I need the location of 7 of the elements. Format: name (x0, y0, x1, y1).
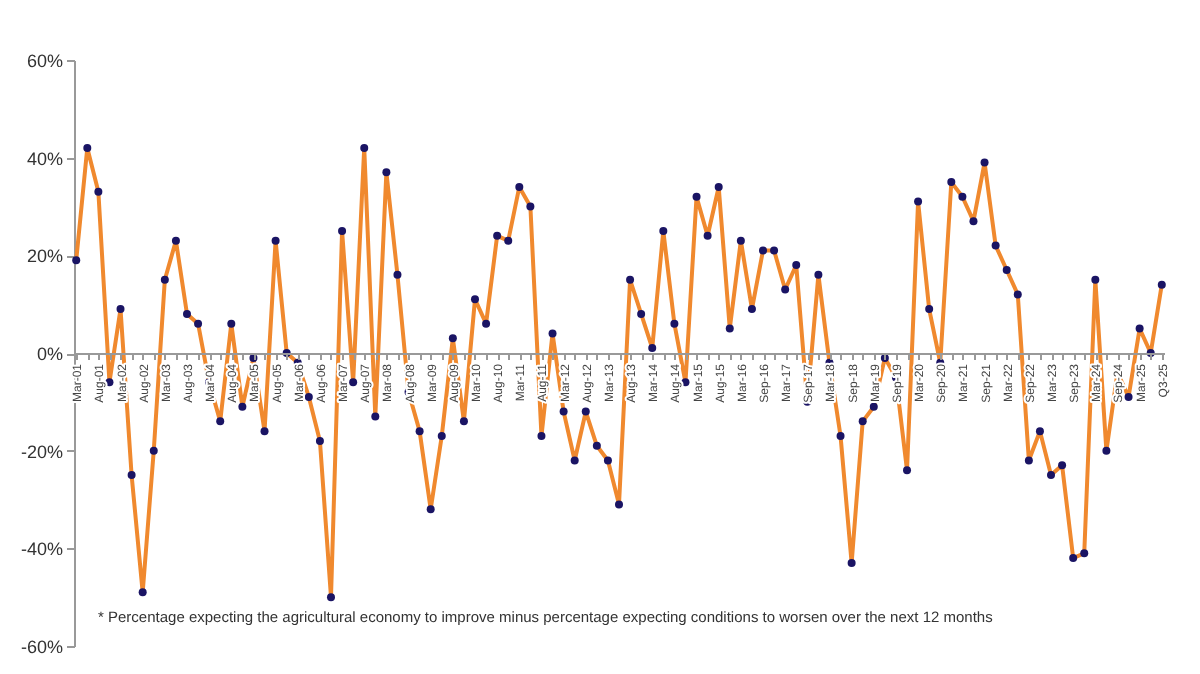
y-tick-label: 40% (26, 148, 63, 169)
y-tick-label: 20% (26, 246, 63, 267)
y-tick-label: 0% (36, 344, 63, 364)
y-tick-label: -40% (20, 539, 63, 560)
y-tick-label: 60% (26, 51, 63, 71)
y-tick-label: -20% (20, 441, 63, 462)
y-tick-label: -60% (20, 637, 63, 657)
